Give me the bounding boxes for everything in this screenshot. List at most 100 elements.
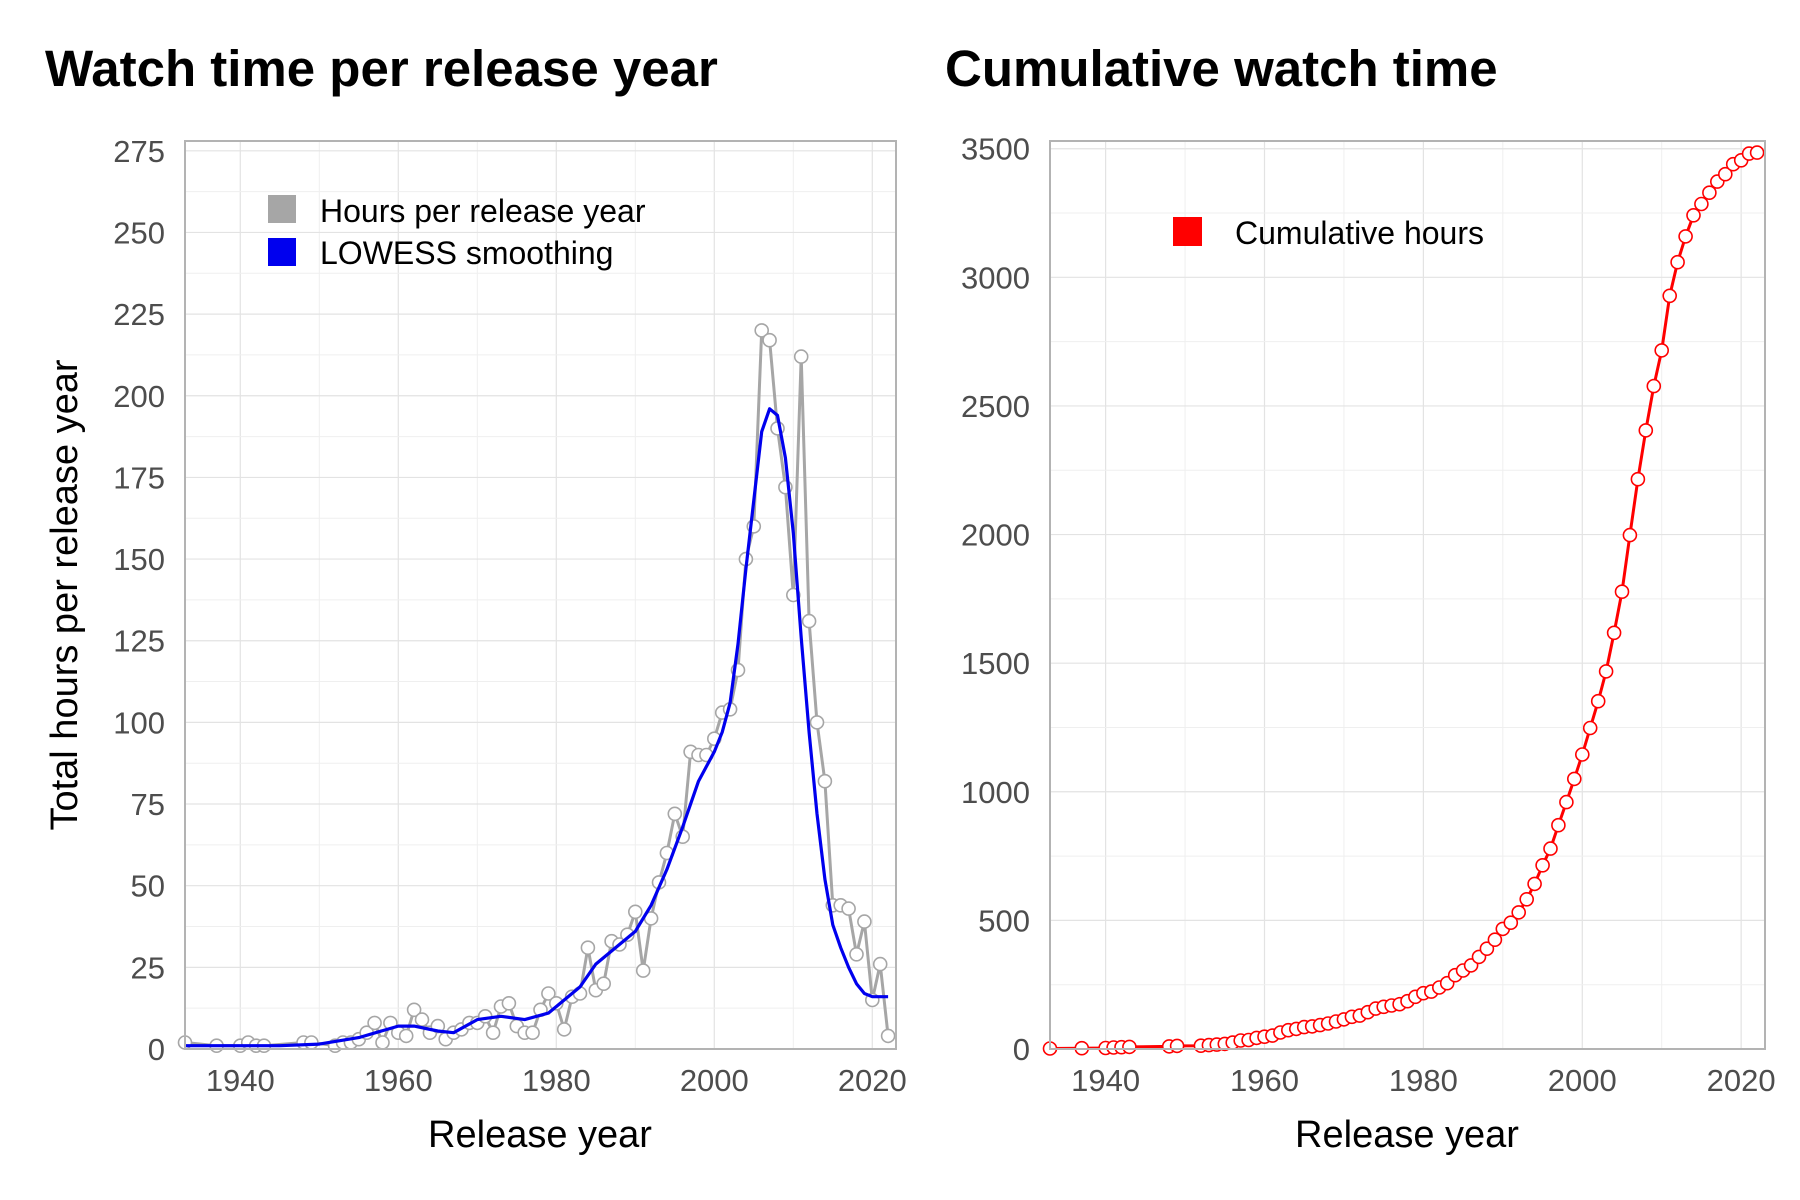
- data-point: [414, 1012, 430, 1027]
- data-point: [620, 927, 635, 943]
- data-point: [1487, 932, 1503, 948]
- x-tick-label: 2000: [680, 1063, 749, 1098]
- data-point: [1590, 693, 1606, 709]
- left-tick-labels: 1940 1960 1980 2000 2020 0 25 50 75 100 125 150 175 2…: [113, 134, 907, 1098]
- series-line-lowess: [185, 407, 889, 1048]
- y-tick-label: 50: [131, 869, 165, 904]
- x-tick-label: 2020: [838, 1063, 907, 1098]
- data-point: [485, 1025, 501, 1040]
- data-point: [1535, 857, 1550, 873]
- data-point: [1702, 185, 1717, 200]
- cumulative-panel: Cumulative watch time 1940 1960 1980 2000 20…: [945, 40, 1776, 1156]
- y-tick-label: 275: [113, 134, 165, 169]
- series-line-cumulative: [1049, 151, 1758, 1050]
- data-point: [1662, 288, 1677, 304]
- data-point: [1694, 196, 1709, 212]
- data-point: [841, 901, 856, 916]
- data-point: [548, 995, 564, 1011]
- left-legend: Hours per release year LOWESS smoothing: [268, 193, 646, 271]
- data-point: [762, 332, 777, 348]
- right-plot-frame: [1049, 140, 1766, 1050]
- data-point: [1169, 1038, 1185, 1054]
- y-tick-label: 0: [1013, 1032, 1030, 1067]
- data-point: [801, 613, 817, 629]
- data-point: [406, 1002, 422, 1018]
- data-point: [1654, 343, 1669, 358]
- y-tick-label: 125: [113, 624, 165, 659]
- data-point: [1630, 471, 1646, 487]
- left-gridlines: [185, 141, 896, 1050]
- y-tick-label: 250: [113, 215, 165, 250]
- data-point: [304, 1035, 319, 1050]
- data-point: [809, 715, 825, 730]
- right-series: [1042, 145, 1765, 1056]
- y-tick-label: 25: [131, 950, 165, 985]
- y-tick-label: 3500: [961, 132, 1030, 167]
- hours-per-year-panel: Watch time per release year 1940 1960 1980…: [44, 40, 907, 1156]
- data-point: [1527, 876, 1542, 892]
- x-tick-label: 2000: [1548, 1063, 1617, 1098]
- data-point: [375, 1035, 390, 1050]
- data-point: [1638, 423, 1654, 438]
- data-point: [1543, 841, 1558, 856]
- legend-swatch-lowess: [268, 238, 296, 266]
- y-tick-label: 0: [148, 1032, 165, 1067]
- y-tick-label: 200: [113, 379, 165, 414]
- data-point: [525, 1025, 540, 1040]
- y-tick-label: 1500: [961, 646, 1030, 681]
- y-tick-label: 225: [113, 297, 165, 332]
- data-point: [849, 946, 864, 962]
- data-point: [596, 976, 612, 992]
- data-point: [1511, 905, 1526, 920]
- data-point: [501, 995, 517, 1011]
- x-tick-label: 1940: [206, 1063, 275, 1098]
- data-point: [1622, 527, 1638, 543]
- data-point: [556, 1022, 572, 1037]
- data-point: [1503, 915, 1519, 931]
- left-plot-frame: [184, 140, 897, 1050]
- right-gridlines: [1050, 141, 1765, 1050]
- x-tick-label: 1960: [1230, 1063, 1299, 1098]
- data-point: [1582, 720, 1598, 736]
- data-point: [1575, 747, 1590, 762]
- data-point: [1567, 771, 1582, 787]
- data-point: [1606, 625, 1622, 641]
- left-x-axis-label: Release year: [428, 1114, 652, 1156]
- data-point: [872, 956, 888, 972]
- y-tick-label: 1000: [961, 775, 1030, 810]
- data-point: [1670, 254, 1685, 270]
- y-tick-label: 3000: [961, 260, 1030, 295]
- data-point: [367, 1015, 382, 1031]
- x-tick-label: 1980: [1389, 1063, 1458, 1098]
- data-point: [635, 963, 651, 978]
- data-point: [667, 806, 683, 822]
- legend-label-lowess: LOWESS smoothing: [320, 235, 613, 271]
- data-point: [1551, 817, 1566, 833]
- y-tick-label: 175: [113, 460, 165, 495]
- y-tick-label: 100: [113, 705, 165, 740]
- data-point: [398, 1028, 414, 1044]
- left-series: [177, 323, 896, 1053]
- right-tick-labels: 1940 1960 1980 2000 2020 0 500 1000 1500 2000 2500…: [961, 132, 1776, 1098]
- data-point: [1646, 378, 1662, 394]
- x-tick-label: 1980: [522, 1063, 591, 1098]
- y-tick-label: 150: [113, 542, 165, 577]
- data-point: [754, 323, 770, 338]
- legend-label-cumulative: Cumulative hours: [1235, 215, 1484, 251]
- left-chart-title: Watch time per release year: [45, 40, 718, 97]
- data-point: [793, 349, 809, 364]
- data-point: [1614, 584, 1630, 600]
- data-point: [880, 1028, 896, 1044]
- data-point: [1519, 891, 1534, 907]
- legend-swatch-cumulative: [1173, 217, 1202, 246]
- data-point: [627, 904, 643, 920]
- right-x-axis-label: Release year: [1295, 1114, 1519, 1156]
- x-tick-label: 2020: [1707, 1063, 1776, 1098]
- y-tick-label: 500: [978, 903, 1030, 938]
- left-y-axis-label: Total hours per release year: [44, 359, 86, 830]
- right-chart-title: Cumulative watch time: [945, 40, 1498, 97]
- data-point: [1686, 208, 1701, 223]
- data-point: [1678, 229, 1693, 244]
- data-point: [580, 940, 596, 956]
